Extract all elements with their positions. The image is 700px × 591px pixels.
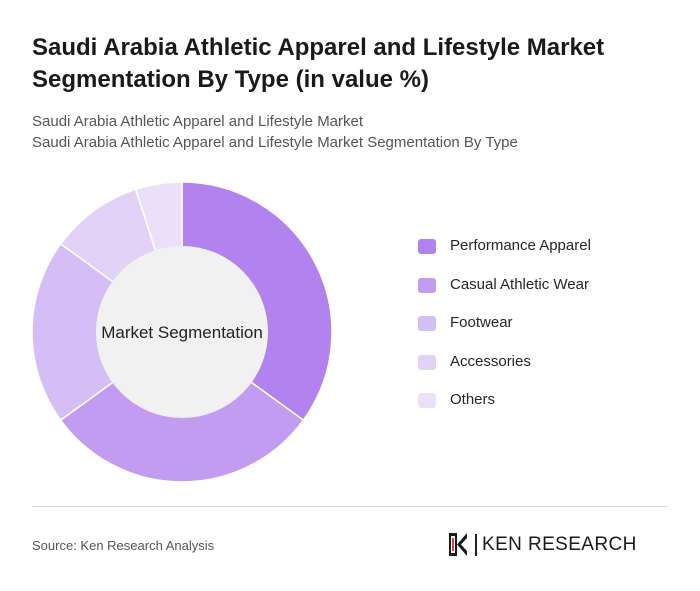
legend-item-casual-athletic-wear[interactable]: Casual Athletic Wear xyxy=(418,275,678,295)
legend-swatch xyxy=(418,354,436,370)
donut-center-label: Market Segmentation xyxy=(101,323,263,342)
legend-label: Performance Apparel xyxy=(450,237,591,254)
legend-swatch xyxy=(418,393,436,408)
legend-item-performance-apparel[interactable]: Performance Apparel xyxy=(418,236,678,256)
brand-separator xyxy=(475,534,477,556)
chart-title: Saudi Arabia Athletic Apparel and Lifest… xyxy=(32,34,605,93)
legend-swatch xyxy=(418,239,436,254)
legend-swatch xyxy=(418,316,436,331)
brand-name: KEN RESEARCH xyxy=(482,534,637,555)
donut-chart-area: Market Segmentation xyxy=(0,160,700,500)
ken-research-logo-icon xyxy=(449,533,467,556)
legend-item-others[interactable]: Others xyxy=(418,390,678,410)
chart-legend: Performance Apparel Casual Athletic Wear F… xyxy=(418,236,678,429)
legend-item-accessories[interactable]: Accessories xyxy=(418,352,678,372)
legend-item-footwear[interactable]: Footwear xyxy=(418,313,678,333)
legend-label: Casual Athletic Wear xyxy=(450,275,589,293)
legend-label: Others xyxy=(450,391,496,408)
legend-label: Footwear xyxy=(450,314,513,331)
donut-center-hole xyxy=(96,246,268,418)
legend-label: Accessories xyxy=(450,352,531,370)
legend-swatch xyxy=(418,277,436,293)
chart-subtitle-line-2: Saudi Arabia Athletic Apparel and Lifest… xyxy=(32,134,518,151)
donut-chart: Market Segmentation xyxy=(31,181,333,483)
footer-divider xyxy=(32,506,668,507)
source-note: Source: Ken Research Analysis xyxy=(32,538,215,553)
brand-logo: KEN RESEARCH xyxy=(447,532,669,558)
chart-subtitle-line-1: Saudi Arabia Athletic Apparel and Lifest… xyxy=(32,113,364,130)
